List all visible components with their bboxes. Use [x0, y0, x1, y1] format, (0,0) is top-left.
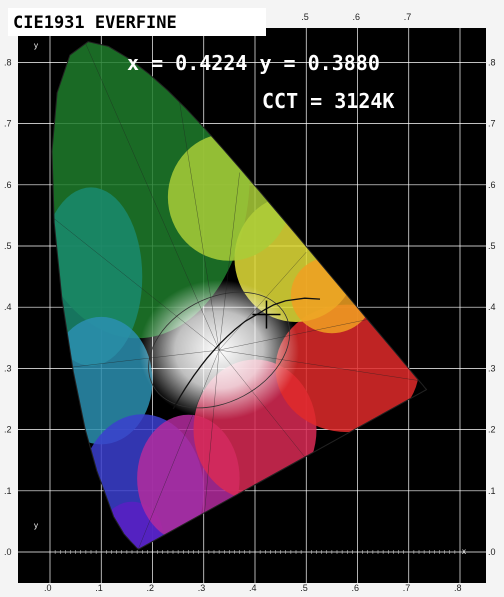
x-tick-label: .3 [198, 583, 206, 593]
region-boundary-line [85, 43, 220, 351]
region-boundary-line [203, 350, 220, 522]
region-boundary-line [136, 349, 220, 550]
xy-readout: x = 0.4224 y = 0.3880 [127, 51, 380, 75]
y-axis-label-bottom: y [34, 521, 38, 530]
y-tick-label-right: .5 [488, 241, 496, 251]
x-tick-label: .1 [95, 583, 103, 593]
y-tick-labels: .0 .0 .1 .1 .2 .2 .3 .3 .4 .4 .5 .5 .6 .6 .7 .7 .8 .8 [4, 57, 496, 557]
x-tick-label: .8 [454, 583, 462, 593]
title-box [8, 8, 266, 36]
spectral-locus [51, 41, 428, 550]
x-tick-label: .5 [300, 583, 308, 593]
measurement-marker [252, 300, 281, 329]
y-tick-label-right: .6 [488, 180, 496, 190]
x-tick-label: .7 [403, 583, 411, 593]
x-tick-label: .6 [352, 583, 360, 593]
white-region-boundary [148, 291, 291, 409]
y-tick-label-right: .4 [488, 302, 496, 312]
region-boundary-line [218, 251, 307, 351]
planckian-locus [172, 297, 321, 410]
region-boundary-line [219, 349, 420, 381]
top-tick-label: .5 [301, 12, 309, 22]
y-tick-label: .1 [4, 486, 12, 496]
region-boundary-line [218, 172, 240, 351]
y-axis-label-top: y [34, 41, 38, 50]
x-tick-label: .4 [249, 583, 257, 593]
chart-title: CIE1931 EVERFINE [13, 13, 177, 33]
y-tick-label-right: .3 [488, 363, 496, 373]
region-boundary-line [177, 92, 220, 351]
y-tick-label: .6 [4, 180, 12, 190]
y-tick-label: .4 [4, 302, 12, 312]
x-tick-label: .2 [147, 583, 155, 593]
region-boundary-line [219, 319, 368, 351]
y-tick-label: .7 [4, 119, 12, 129]
top-tick-label: .7 [404, 12, 412, 22]
region-boundary-line [60, 349, 220, 369]
y-tick-label: .5 [4, 241, 12, 251]
y-tick-label: .8 [4, 57, 12, 67]
y-tick-label: .0 [4, 547, 12, 557]
y-tick-label: .3 [4, 363, 12, 373]
x-tick-labels: .0 .1 .2 .3 .4 .5 .6 .7 .8 [44, 583, 462, 593]
x-tick-label: .0 [44, 583, 52, 593]
y-tick-label-right: .7 [488, 119, 496, 129]
gamut-color-blob [101, 501, 163, 550]
x-axis-label: x [462, 547, 466, 556]
y-tick-label-right: .8 [488, 57, 496, 67]
y-tick-label-right: .0 [488, 547, 496, 557]
cct-readout: CCT = 3124K [262, 89, 394, 113]
top-tick-label: .6 [353, 12, 361, 22]
y-tick-label-right: .2 [488, 425, 496, 435]
y-tick-label-right: .1 [488, 486, 496, 496]
y-tick-label: .2 [4, 425, 12, 435]
region-boundary-line [52, 215, 220, 351]
